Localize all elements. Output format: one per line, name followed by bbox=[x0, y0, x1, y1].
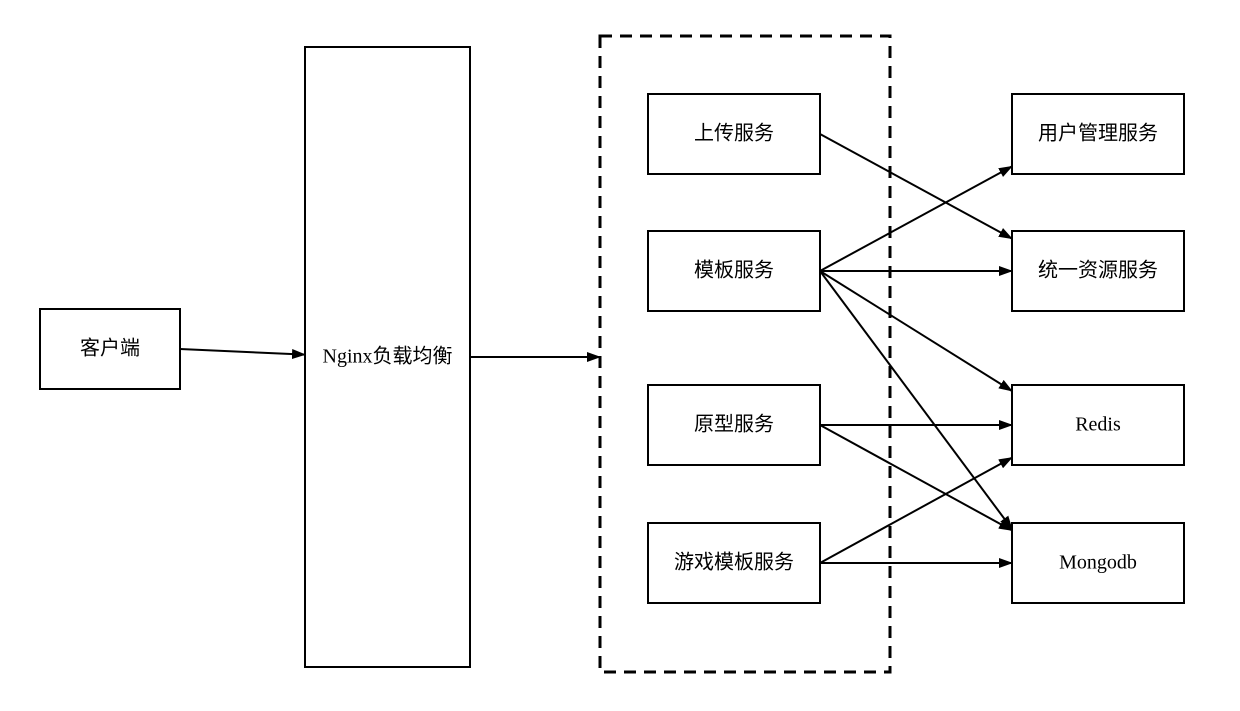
node-label: Redis bbox=[1075, 414, 1121, 436]
node-resource: 统一资源服务 bbox=[1012, 231, 1184, 311]
node-client: 客户端 bbox=[40, 309, 180, 389]
node-game_template: 游戏模板服务 bbox=[648, 523, 820, 603]
edge bbox=[820, 166, 1012, 271]
edge bbox=[180, 349, 305, 355]
node-user_mgmt: 用户管理服务 bbox=[1012, 94, 1184, 174]
edge bbox=[820, 425, 1012, 530]
node-nginx: Nginx负载均衡 bbox=[305, 47, 470, 667]
node-label: Nginx负载均衡 bbox=[323, 345, 453, 368]
node-label: 原型服务 bbox=[694, 413, 774, 436]
edge bbox=[820, 458, 1012, 563]
node-label: 用户管理服务 bbox=[1038, 122, 1158, 145]
node-redis: Redis bbox=[1012, 385, 1184, 465]
node-upload: 上传服务 bbox=[648, 94, 820, 174]
node-prototype: 原型服务 bbox=[648, 385, 820, 465]
node-label: 模板服务 bbox=[694, 259, 774, 282]
node-label: 客户端 bbox=[80, 337, 140, 360]
edge bbox=[820, 271, 1012, 391]
edge bbox=[820, 134, 1012, 239]
node-label: 游戏模板服务 bbox=[674, 551, 794, 574]
edge bbox=[820, 271, 1012, 529]
node-template: 模板服务 bbox=[648, 231, 820, 311]
node-label: 统一资源服务 bbox=[1038, 259, 1158, 282]
node-label: 上传服务 bbox=[694, 122, 774, 145]
node-label: Mongodb bbox=[1059, 552, 1137, 574]
node-mongodb: Mongodb bbox=[1012, 523, 1184, 603]
